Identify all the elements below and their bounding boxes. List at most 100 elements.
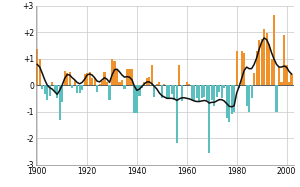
Bar: [116, 69, 118, 85]
Bar: [218, 85, 220, 92]
Bar: [36, 49, 38, 85]
Bar: [44, 85, 46, 94]
Bar: [71, 85, 73, 88]
Bar: [69, 72, 71, 85]
Bar: [275, 85, 278, 112]
Bar: [206, 85, 208, 100]
Bar: [39, 59, 41, 85]
Bar: [56, 85, 58, 98]
Bar: [136, 85, 138, 113]
Bar: [131, 69, 133, 85]
Bar: [196, 85, 198, 98]
Bar: [128, 69, 130, 85]
Bar: [61, 85, 63, 102]
Bar: [46, 85, 48, 100]
Bar: [203, 85, 205, 97]
Bar: [228, 85, 230, 122]
Bar: [118, 82, 121, 85]
Bar: [241, 51, 243, 85]
Bar: [253, 73, 255, 85]
Bar: [186, 82, 188, 85]
Bar: [273, 15, 275, 85]
Bar: [231, 85, 233, 114]
Bar: [138, 85, 140, 96]
Bar: [101, 81, 103, 85]
Bar: [246, 85, 248, 106]
Bar: [151, 65, 153, 85]
Bar: [66, 73, 68, 85]
Bar: [94, 79, 96, 85]
Bar: [98, 84, 101, 85]
Bar: [163, 84, 165, 85]
Bar: [193, 85, 195, 101]
Bar: [188, 84, 190, 85]
Bar: [248, 85, 250, 112]
Bar: [278, 67, 280, 85]
Bar: [86, 73, 88, 85]
Bar: [266, 33, 268, 85]
Bar: [161, 85, 163, 98]
Bar: [166, 85, 168, 98]
Bar: [271, 59, 273, 85]
Bar: [171, 85, 173, 94]
Bar: [134, 85, 136, 113]
Bar: [111, 59, 113, 85]
Bar: [236, 51, 238, 85]
Bar: [79, 85, 81, 93]
Bar: [64, 70, 66, 85]
Bar: [191, 85, 193, 100]
Bar: [158, 82, 160, 85]
Bar: [153, 85, 155, 97]
Bar: [54, 85, 56, 92]
Bar: [113, 61, 116, 85]
Bar: [109, 85, 111, 100]
Bar: [141, 85, 143, 88]
Bar: [260, 39, 263, 85]
Bar: [208, 85, 210, 153]
Bar: [126, 69, 128, 85]
Bar: [156, 84, 158, 85]
Bar: [263, 30, 265, 85]
Bar: [143, 82, 146, 85]
Bar: [258, 40, 260, 85]
Bar: [221, 85, 223, 98]
Bar: [91, 79, 93, 85]
Bar: [243, 53, 245, 85]
Bar: [41, 85, 43, 89]
Bar: [49, 85, 51, 96]
Bar: [233, 85, 235, 112]
Bar: [121, 80, 123, 85]
Bar: [280, 82, 283, 85]
Bar: [176, 85, 178, 143]
Bar: [81, 85, 83, 90]
Bar: [238, 85, 240, 88]
Bar: [74, 80, 76, 85]
Bar: [201, 85, 203, 98]
Bar: [223, 85, 225, 88]
Bar: [146, 79, 148, 85]
Bar: [148, 77, 151, 85]
Bar: [250, 85, 253, 98]
Bar: [106, 82, 108, 85]
Bar: [211, 85, 213, 100]
Bar: [256, 51, 258, 85]
Bar: [58, 85, 61, 119]
Bar: [83, 74, 86, 85]
Bar: [178, 65, 180, 85]
Bar: [198, 85, 200, 101]
Bar: [173, 85, 175, 100]
Bar: [213, 85, 215, 106]
Bar: [96, 85, 98, 92]
Bar: [288, 82, 290, 85]
Bar: [51, 82, 53, 85]
Bar: [103, 72, 106, 85]
Bar: [168, 85, 170, 98]
Bar: [286, 65, 288, 85]
Bar: [226, 85, 228, 118]
Bar: [290, 74, 292, 85]
Bar: [216, 85, 218, 97]
Bar: [268, 44, 270, 85]
Bar: [88, 72, 91, 85]
Bar: [283, 35, 285, 85]
Bar: [76, 85, 78, 93]
